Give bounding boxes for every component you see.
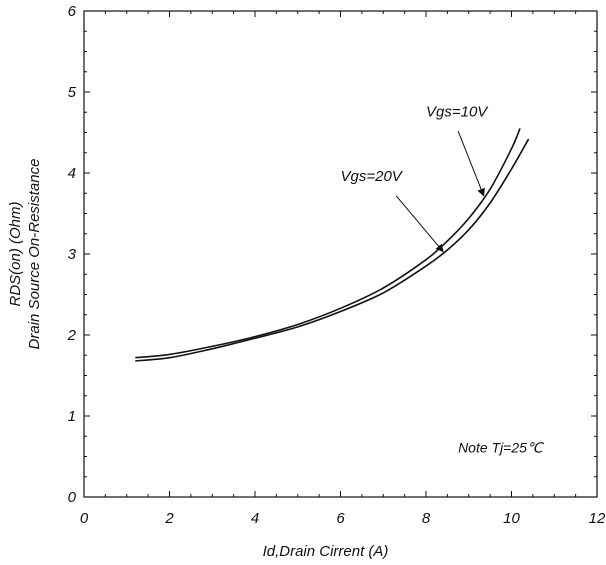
x-tick-label: 4 xyxy=(251,510,259,527)
series-lines xyxy=(135,128,530,362)
y-tick-label: 2 xyxy=(67,327,77,344)
x-tick-label: 8 xyxy=(422,510,431,527)
series-line xyxy=(135,138,530,362)
y-tick-label: 3 xyxy=(68,246,77,263)
plot-area-frame xyxy=(83,10,598,498)
x-tick-label: 6 xyxy=(336,510,345,527)
y-axis-title-line2: Drain Source On-Resistance xyxy=(26,159,43,350)
x-tick-label: 10 xyxy=(503,510,520,527)
plot-border xyxy=(83,10,598,498)
axis-titles: Id,Drain Cirrent (A) RDS(on) (Ohm) Drain S… xyxy=(7,159,388,560)
y-tick-label: 0 xyxy=(68,489,77,506)
y-tick-label: 4 xyxy=(68,165,76,182)
axis-ticks xyxy=(83,10,598,498)
y-tick-label: 5 xyxy=(68,84,77,101)
annotation-arrow xyxy=(457,130,485,197)
annotation-label: Vgs=20V xyxy=(341,168,404,185)
x-tick-label: 2 xyxy=(164,510,174,527)
x-axis-title: Id,Drain Cirrent (A) xyxy=(263,543,389,560)
y-tick-label: 1 xyxy=(68,408,76,425)
series-line xyxy=(135,128,521,359)
note-label: Note Tj=25℃ xyxy=(458,439,545,455)
annotation-arrow xyxy=(395,195,444,253)
x-tick-label: 0 xyxy=(80,510,89,527)
x-tick-label: 12 xyxy=(589,510,606,527)
y-tick-label: 6 xyxy=(68,3,77,20)
annotations: Vgs=10V Vgs=20V Note Tj=25℃ xyxy=(341,103,545,455)
annotation-label: Vgs=10V xyxy=(426,103,489,120)
y-axis-title-line1: RDS(on) (Ohm) xyxy=(7,201,24,306)
